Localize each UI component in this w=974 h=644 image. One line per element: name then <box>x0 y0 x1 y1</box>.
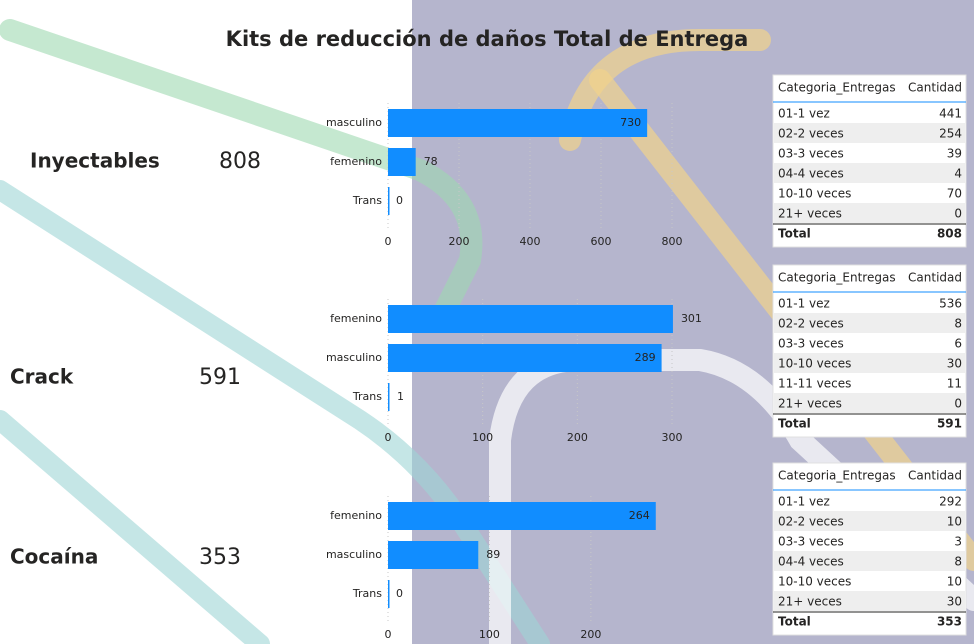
value-label: 89 <box>486 548 500 561</box>
table-cell: 01-1 vez <box>778 107 830 121</box>
bar <box>388 187 390 215</box>
kpi-value: 808 <box>219 149 261 174</box>
x-tick-label: 600 <box>591 235 612 248</box>
x-tick-label: 200 <box>580 628 601 641</box>
bar <box>388 502 656 530</box>
value-label: 289 <box>635 351 656 364</box>
x-tick-label: 0 <box>385 628 392 641</box>
y-tick-label: femenino <box>330 312 382 325</box>
value-label: 301 <box>681 312 702 325</box>
table-cell: 4 <box>954 167 962 181</box>
x-tick-label: 0 <box>385 431 392 444</box>
table-cell: 39 <box>947 147 962 161</box>
bar <box>388 580 390 608</box>
y-tick-label: masculino <box>326 351 382 364</box>
kpi-value: 353 <box>199 545 241 570</box>
table-cell: 0 <box>954 207 962 221</box>
table-header: Cantidad <box>908 81 962 95</box>
table-cell: 01-1 vez <box>778 297 830 311</box>
x-tick-label: 200 <box>567 431 588 444</box>
table-total: 808 <box>937 227 962 241</box>
table-cell: 03-3 veces <box>778 535 844 549</box>
table-total: Total <box>778 227 811 241</box>
kpi-value: 591 <box>199 365 241 390</box>
table-cell: 0 <box>954 397 962 411</box>
x-tick-label: 100 <box>479 628 500 641</box>
table-cell: 04-4 veces <box>778 167 844 181</box>
y-tick-label: masculino <box>326 116 382 129</box>
bar <box>388 383 390 411</box>
table-cell: 3 <box>954 535 962 549</box>
x-tick-label: 400 <box>520 235 541 248</box>
kpi-label: Cocaína <box>10 545 98 569</box>
table-cell: 292 <box>939 495 962 509</box>
bar <box>388 344 662 372</box>
table-cell: 536 <box>939 297 962 311</box>
table-cell: 10-10 veces <box>778 357 851 371</box>
table-cell: 30 <box>947 357 962 371</box>
table-cell: 21+ veces <box>778 207 842 221</box>
y-tick-label: masculino <box>326 548 382 561</box>
bar <box>388 148 416 176</box>
y-tick-label: femenino <box>330 155 382 168</box>
x-tick-label: 100 <box>472 431 493 444</box>
table-cell: 254 <box>939 127 962 141</box>
table-cell: 10-10 veces <box>778 575 851 589</box>
page-title: Kits de reducción de daños Total de Entr… <box>226 27 749 51</box>
value-label: 1 <box>397 390 404 403</box>
dashboard: Kits de reducción de daños Total de Entr… <box>0 0 974 644</box>
table-cell: 21+ veces <box>778 397 842 411</box>
x-tick-label: 800 <box>662 235 683 248</box>
table-cell: 10 <box>947 515 962 529</box>
table-cell: 30 <box>947 595 962 609</box>
table-total: 353 <box>937 615 962 629</box>
table-header: Categoria_Entregas <box>778 271 896 285</box>
bar <box>388 109 647 137</box>
bar <box>388 305 673 333</box>
value-label: 78 <box>424 155 438 168</box>
table-cell: 21+ veces <box>778 595 842 609</box>
y-tick-label: Trans <box>352 390 382 403</box>
value-label: 264 <box>629 509 650 522</box>
table-cell: 03-3 veces <box>778 147 844 161</box>
x-tick-label: 0 <box>385 235 392 248</box>
value-label: 0 <box>396 194 403 207</box>
table-cell: 441 <box>939 107 962 121</box>
table-total: Total <box>778 615 811 629</box>
table-cell: 02-2 veces <box>778 515 844 529</box>
table-header: Cantidad <box>908 469 962 483</box>
y-tick-label: Trans <box>352 194 382 207</box>
table-header: Categoria_Entregas <box>778 469 896 483</box>
x-tick-label: 300 <box>662 431 683 444</box>
table-total: 591 <box>937 417 962 431</box>
table-cell: 04-4 veces <box>778 555 844 569</box>
table-cell: 6 <box>954 337 962 351</box>
table-cell: 02-2 veces <box>778 317 844 331</box>
table-cell: 03-3 veces <box>778 337 844 351</box>
table-cell: 8 <box>954 555 962 569</box>
table-cell: 10 <box>947 575 962 589</box>
table-cell: 70 <box>947 187 962 201</box>
table-header: Cantidad <box>908 271 962 285</box>
value-label: 0 <box>396 587 403 600</box>
kpi-label: Inyectables <box>30 149 160 173</box>
y-tick-label: femenino <box>330 509 382 522</box>
kpi-label: Crack <box>10 365 74 389</box>
table-total: Total <box>778 417 811 431</box>
table-cell: 01-1 vez <box>778 495 830 509</box>
value-label: 730 <box>620 116 641 129</box>
table-cell: 10-10 veces <box>778 187 851 201</box>
table-header: Categoria_Entregas <box>778 81 896 95</box>
x-tick-label: 200 <box>449 235 470 248</box>
table-cell: 02-2 veces <box>778 127 844 141</box>
y-tick-label: Trans <box>352 587 382 600</box>
bar <box>388 541 478 569</box>
table-cell: 8 <box>954 317 962 331</box>
table-cell: 11 <box>947 377 962 391</box>
table-cell: 11-11 veces <box>778 377 851 391</box>
